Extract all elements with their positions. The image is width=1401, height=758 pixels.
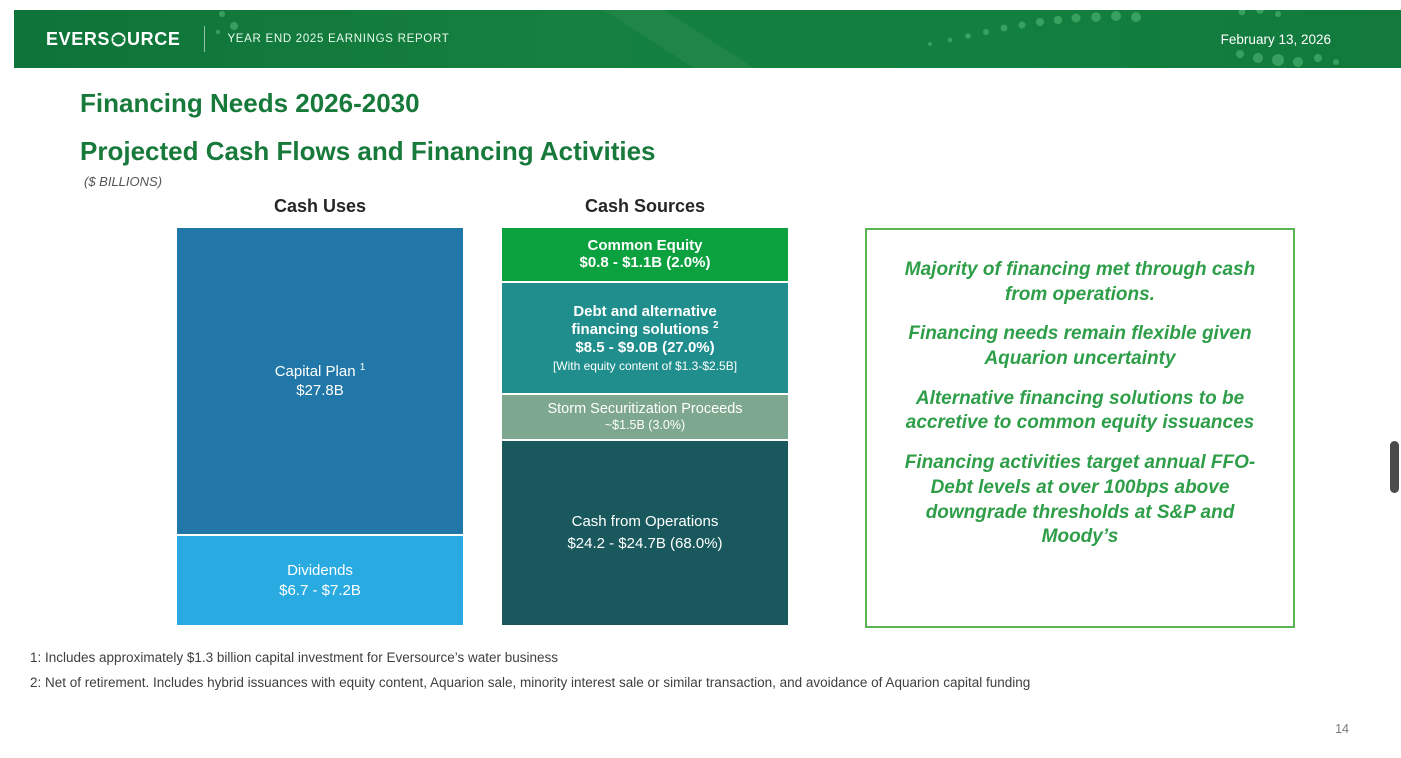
commentary-paragraph: Financing activities target annual FFO-D… — [904, 452, 1256, 548]
segment-value: $27.8B — [296, 382, 344, 399]
logo-text-right: URCE — [127, 28, 181, 49]
cash-uses-bar: Capital Plan 1 $27.8B Dividends $6.7 - $… — [177, 228, 463, 625]
cash-uses-label: Cash Uses — [273, 196, 367, 216]
commentary-box: Majority of financing met through cash f… — [865, 228, 1295, 628]
segment-value: $0.8 - $1.1B (2.0%) — [579, 253, 711, 271]
units-note: ($ BILLIONS) — [84, 174, 163, 189]
segment-capital-plan: Capital Plan 1 $27.8B — [177, 228, 463, 534]
logo-text-left: EVERS — [46, 28, 111, 49]
page-subtitle: Projected Cash Flows and Financing Activ… — [80, 136, 656, 166]
footnote-1: 1: Includes approximately $1.3 billion c… — [30, 650, 559, 665]
footnote-ref: 2 — [713, 320, 719, 332]
segment-common-equity: Common Equity $0.8 - $1.1B (2.0%) — [502, 228, 788, 281]
segment-label: Cash from Operations — [571, 513, 719, 531]
segment-debt-alternative-financing: Debt and alternative financing solutions… — [502, 283, 788, 393]
report-title: YEAR END 2025 EARNINGS REPORT — [227, 33, 450, 45]
segment-label: Storm Securitization Proceeds — [547, 400, 743, 417]
segment-storm-securitization: Storm Securitization Proceeds ~$1.5B (3.… — [502, 395, 788, 439]
eversource-logo: EVERS URCE — [46, 29, 180, 50]
segment-label: Debt and alternative — [573, 302, 717, 320]
segment-value: $8.5 - $9.0B (27.0%) — [575, 339, 715, 357]
segment-label: Dividends — [287, 562, 353, 579]
segment-cash-from-operations: Cash from Operations $24.2 - $24.7B (68.… — [502, 441, 788, 625]
header-bar: EVERS URCE YEAR END 2025 EARNINGS REPORT… — [14, 10, 1401, 68]
commentary-paragraph: Majority of financing met through cash f… — [904, 259, 1256, 305]
scrollbar-thumb[interactable] — [1390, 441, 1399, 493]
commentary-paragraph: Financing needs remain flexible given Aq… — [908, 323, 1252, 370]
segment-value: $24.2 - $24.7B (68.0%) — [567, 535, 723, 552]
segment-label: financing solutions 2 — [571, 320, 719, 339]
page-title: Financing Needs 2026-2030 — [80, 88, 420, 118]
eversource-logo-icon — [111, 31, 126, 47]
header-divider — [204, 26, 206, 52]
segment-value: ~$1.5B (3.0%) — [604, 418, 686, 433]
footnote-2: 2: Net of retirement. Includes hybrid is… — [30, 674, 1031, 690]
segment-dividends: Dividends $6.7 - $7.2B — [177, 536, 463, 625]
header-date: February 13, 2026 — [1220, 31, 1331, 47]
decorative-dots — [215, 10, 1339, 68]
segment-label: Common Equity — [587, 236, 703, 254]
segment-subnote: [With equity content of $1.3-$2.5B] — [552, 358, 738, 373]
segment-value: $6.7 - $7.2B — [279, 581, 361, 599]
commentary-paragraph: Alternative financing solutions to be ac… — [905, 387, 1255, 434]
page-number: 14 — [1335, 722, 1349, 736]
segment-label: Capital Plan 1 — [274, 361, 366, 380]
cash-sources-label: Cash Sources — [584, 196, 706, 216]
cash-sources-bar: Common Equity $0.8 - $1.1B (2.0%) Debt a… — [502, 228, 788, 625]
footnotes: 1: Includes approximately $1.3 billion c… — [30, 646, 1030, 696]
footnote-ref: 1 — [359, 361, 366, 373]
